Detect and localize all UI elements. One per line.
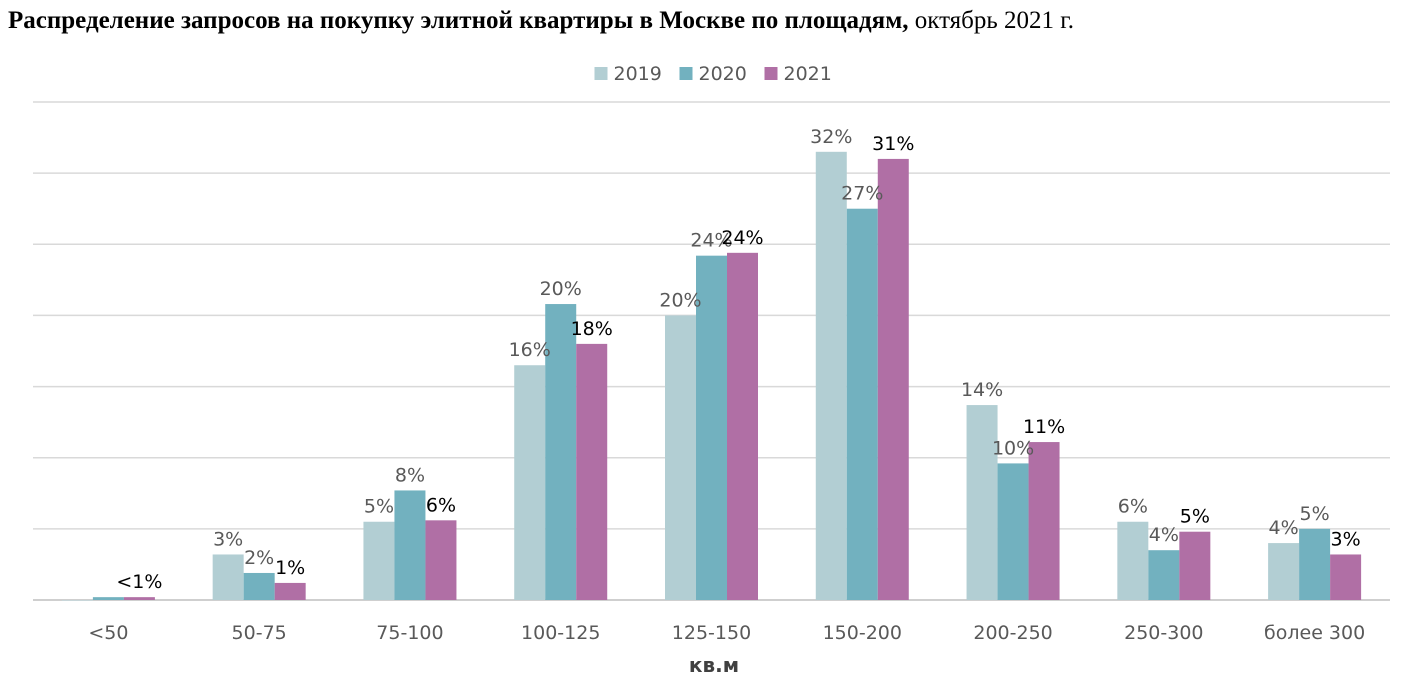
x-tick-label: 150-200 [823, 622, 902, 644]
bar-2020-4 [696, 255, 727, 600]
x-tick-label: <50 [88, 622, 128, 644]
data-label-2019-3: 16% [509, 339, 551, 361]
bar-2020-2 [394, 490, 426, 600]
x-tick-label: 100-125 [521, 622, 600, 644]
legend-swatch-2021 [764, 67, 778, 80]
data-label-2020-7: 4% [1149, 524, 1179, 546]
bar-2020-0 [92, 597, 124, 600]
bar-2020-3 [545, 304, 577, 600]
data-label-2020-6: 10% [992, 437, 1034, 459]
legend-label-2019: 2019 [614, 63, 662, 85]
data-label-2021-0: <1% [116, 571, 162, 593]
legend-label-2021: 2021 [784, 63, 832, 85]
data-label-2020-4: 24% [690, 230, 732, 252]
bar-2020-5 [846, 208, 878, 600]
legend-swatch-2020 [679, 67, 693, 80]
data-label-2021-7: 5% [1180, 506, 1210, 528]
x-axis-title: кв.м [689, 653, 739, 677]
bar-2020-6 [997, 463, 1029, 600]
data-labels: <1%3%2% 1%5%8%6%16%20%18%20%24%24%32%27%3… [116, 126, 1360, 593]
data-label-2020-1: 2% [244, 547, 274, 569]
bar-2021-2 [425, 520, 457, 600]
data-label-2019-6: 14% [961, 379, 1003, 401]
x-tick-label: более 300 [1264, 622, 1365, 644]
bar-2019-6 [966, 405, 998, 600]
x-tick-label: 75-100 [376, 622, 443, 644]
bar-2021-6 [1028, 442, 1060, 600]
bar-2019-3 [514, 365, 546, 600]
bar-2021-8 [1330, 554, 1362, 600]
bar-2021-5 [877, 158, 909, 600]
chart-title-bold: Распределение запросов на покупку элитно… [8, 7, 909, 34]
bar-2020-7 [1148, 550, 1180, 600]
bar-2019-2 [363, 521, 395, 600]
bar-2019-0 [61, 600, 93, 601]
data-label-2021-5: 31% [872, 133, 914, 155]
data-label-2021-6: 11% [1023, 416, 1065, 438]
legend-label-2020: 2020 [699, 63, 747, 85]
data-label-2019-4: 20% [659, 289, 701, 311]
chart-title: Распределение запросов на покупку элитно… [8, 7, 1403, 35]
x-tick-label: 250-300 [1124, 622, 1203, 644]
data-label-2021-2: 6% [426, 494, 456, 516]
x-tick-label: 50-75 [232, 622, 287, 644]
data-label-2021-3: 18% [571, 318, 613, 340]
data-label-2019-7: 6% [1118, 496, 1148, 518]
data-label-2021-1: 1% [275, 557, 305, 579]
data-label-2020-3: 20% [540, 278, 582, 300]
x-tick-label: 200-250 [973, 622, 1052, 644]
bar-2019-4 [665, 315, 696, 600]
bar-2019-5 [815, 151, 847, 601]
data-label-2020-8: 5% [1300, 503, 1330, 525]
data-label-2019-5: 32% [810, 126, 852, 148]
x-tick-labels: <50 50-75 75-100 100-125 125-150 150-200 200-2… [88, 622, 1365, 644]
legend: 2019 2020 2021 [594, 63, 832, 85]
data-label-2020-5: 27% [841, 183, 883, 205]
x-tick-label: 125-150 [672, 622, 751, 644]
bar-2020-8 [1299, 528, 1331, 600]
bar-2019-7 [1117, 521, 1149, 600]
data-label-2019-1: 3% [213, 528, 243, 550]
bars [61, 151, 1362, 601]
chart-title-normal: октябрь 2021 г. [908, 7, 1074, 34]
data-label-2019-8: 4% [1269, 517, 1299, 539]
data-label-2021-8: 3% [1331, 528, 1361, 550]
data-label-2020-2: 8% [395, 464, 425, 486]
bar-2019-8 [1268, 543, 1300, 600]
bar-2021-3 [576, 343, 608, 600]
bar-2019-1 [212, 554, 244, 600]
bar-2021-1 [274, 582, 306, 600]
data-label-2019-2: 5% [364, 496, 394, 518]
bar-2021-0 [123, 597, 155, 600]
bar-2020-1 [243, 572, 275, 600]
bar-2021-4 [727, 252, 758, 600]
data-label-2021-4: 24% [721, 227, 763, 249]
bar-2021-7 [1179, 531, 1211, 600]
legend-swatch-2019 [594, 67, 608, 80]
